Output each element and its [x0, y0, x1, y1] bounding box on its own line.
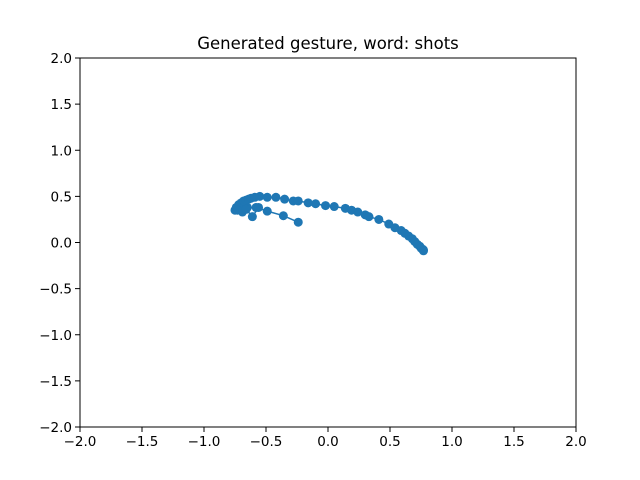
y-tick-label: 0.0	[51, 236, 72, 252]
x-tick-label: −1.5	[126, 434, 159, 450]
data-point	[241, 204, 251, 214]
data-point	[353, 207, 363, 217]
data-point	[293, 217, 303, 227]
data-point	[247, 212, 257, 222]
axes: −2.0 −1.5 −1.0 −0.5 0.0 0.5 1.0 1.5 2.0 −2.0 −1.5 −…	[39, 51, 587, 450]
data-point	[329, 202, 339, 212]
data-point	[293, 196, 303, 206]
plot-area	[230, 191, 428, 256]
y-tick-label: 0.5	[51, 189, 72, 205]
data-point	[271, 192, 281, 202]
x-tick-label: 0.5	[379, 434, 400, 450]
x-tick-label: −2.0	[64, 434, 97, 450]
y-tick-label: 1.0	[51, 143, 72, 159]
data-point	[303, 198, 313, 208]
y-tick-label: −1.5	[39, 374, 72, 390]
x-tick-label: −0.5	[250, 434, 283, 450]
y-tick-label: −1.0	[39, 328, 72, 344]
data-point	[262, 206, 272, 216]
data-point	[418, 246, 428, 256]
data-point	[278, 211, 288, 221]
y-tick-label: −2.0	[39, 420, 72, 436]
data-point	[280, 194, 290, 204]
data-point	[254, 202, 264, 212]
chart-title: Generated gesture, word: shots	[197, 34, 459, 53]
y-tick-label: 2.0	[51, 51, 72, 67]
data-point	[321, 201, 331, 211]
data-point	[255, 191, 265, 201]
x-tick-label: 0.0	[317, 434, 338, 450]
y-tick-label: −0.5	[39, 282, 72, 298]
data-point	[374, 214, 384, 224]
x-tick-label: 2.0	[565, 434, 586, 450]
data-point	[364, 212, 374, 222]
data-point	[262, 192, 272, 202]
x-tick-label: 1.5	[503, 434, 524, 450]
x-tick-label: 1.0	[441, 434, 462, 450]
data-point	[311, 199, 321, 209]
x-tick-label: −1.0	[188, 434, 221, 450]
y-tick-label: 1.5	[51, 97, 72, 113]
